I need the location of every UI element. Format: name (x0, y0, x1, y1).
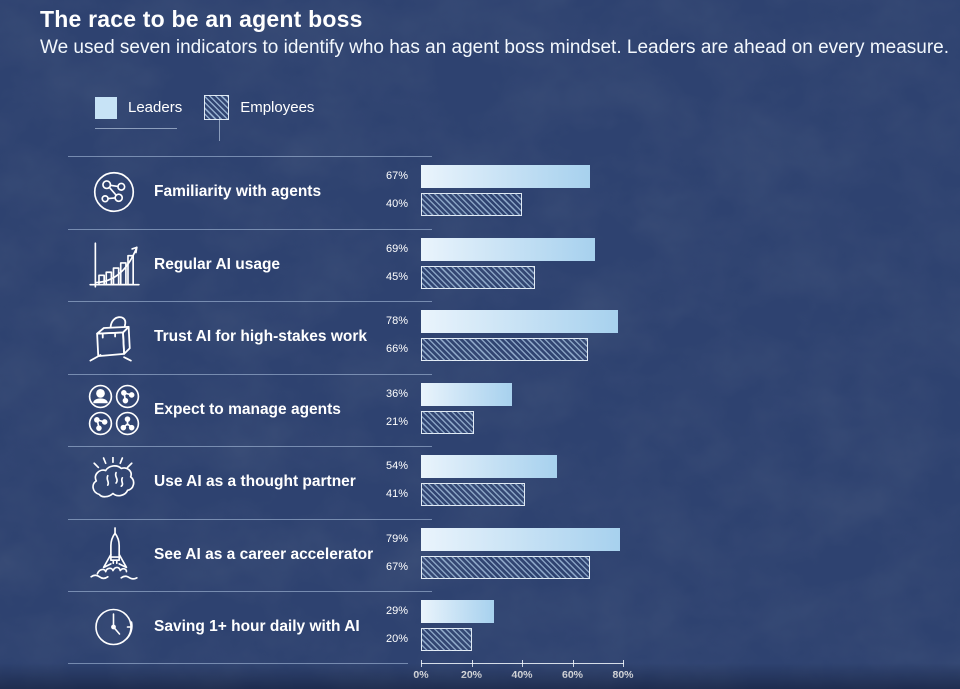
indicator-label: Expect to manage agents (154, 400, 341, 418)
legend: Leaders Employees (95, 95, 314, 120)
indicator-label: Saving 1+ hour daily with AI (154, 618, 360, 636)
leaders-value: 36% (385, 387, 408, 400)
page-subtitle: We used seven indicators to identify who… (40, 37, 950, 58)
leaders-legend-label: Leaders (128, 99, 183, 116)
network-agents-icon (84, 160, 144, 224)
axis-tick-label: 60% (561, 669, 583, 681)
indicator-rows: Familiarity with agents 67% 40% (0, 156, 960, 664)
axis-tick-label: 80% (612, 669, 634, 681)
indicator-row-manage-agents: Expect to manage agents 36% 21% (0, 373, 960, 447)
leaders-value: 29% (385, 605, 408, 617)
indicator-row-career-accelerator: See AI as a career accelerator 79% 67% (0, 518, 960, 592)
clock-icon (84, 595, 144, 659)
leaders-bar (421, 310, 618, 333)
employees-swatch (204, 95, 230, 120)
leaders-value: 67% (385, 170, 408, 182)
axis-tick (623, 660, 624, 667)
employees-value: 41% (385, 488, 408, 500)
row-divider (68, 301, 432, 302)
row-divider (68, 228, 432, 230)
axis-tick (522, 660, 523, 667)
x-axis: 0% 20% 40% 60% 80% (0, 660, 960, 689)
indicator-row-thought-partner: Use AI as a thought partner 54% 41% (0, 446, 960, 519)
axis-tick (572, 660, 574, 667)
indicator-row-ai-usage: Regular AI usage 69% 45% (0, 228, 960, 302)
employees-value: 21% (385, 415, 408, 428)
leaders-bar (421, 600, 495, 623)
row-divider (68, 446, 432, 447)
leaders-bar (421, 237, 596, 261)
axis-tick (421, 660, 422, 667)
axis-tick-label: 20% (460, 669, 482, 681)
employees-bar (421, 265, 535, 289)
leaders-value: 69% (385, 242, 408, 255)
rocket-icon (84, 523, 144, 587)
axis-tick-label: 0% (413, 669, 429, 681)
indicator-label: Use AI as a thought partner (154, 473, 356, 491)
employees-value: 20% (385, 633, 408, 645)
leaders-bar (421, 382, 512, 406)
leaders-value: 78% (385, 315, 408, 327)
growth-chart-icon (84, 233, 144, 297)
indicator-row-time-saving: Saving 1+ hour daily with AI 29% 20% (0, 591, 960, 664)
page-title: The race to be an agent boss (40, 6, 363, 32)
employees-bar (421, 338, 588, 361)
legend-tick-line (219, 117, 220, 141)
indicator-label: See AI as a career accelerator (154, 545, 374, 563)
indicator-label: Familiarity with agents (154, 183, 322, 201)
bottom-divider (68, 663, 408, 664)
open-lock-icon (84, 305, 144, 369)
employees-bar (421, 628, 472, 651)
employees-bar (421, 193, 522, 216)
employees-bar (421, 483, 525, 506)
leaders-bar (421, 165, 591, 188)
leaders-bar (421, 455, 558, 478)
indicator-row-trust: Trust AI for high-stakes work 78% 66% (0, 301, 960, 374)
employees-legend-label: Employees (240, 99, 315, 116)
employees-value: 45% (385, 270, 408, 283)
axis-tick (471, 660, 473, 667)
leaders-value: 79% (385, 532, 408, 545)
employees-bar (421, 555, 591, 579)
indicator-row-familiarity: Familiarity with agents 67% 40% (0, 156, 960, 229)
row-divider (68, 518, 432, 520)
row-divider (68, 156, 432, 157)
employees-value: 66% (385, 343, 408, 355)
leaders-bar (421, 527, 621, 551)
employees-bar (421, 410, 475, 434)
legend-underline (95, 128, 177, 129)
leaders-value: 54% (385, 460, 408, 472)
row-divider (68, 591, 432, 592)
manage-agents-icon (84, 378, 144, 442)
brain-icon (84, 450, 144, 514)
leaders-swatch (95, 96, 117, 119)
axis-tick-label: 40% (511, 669, 533, 681)
employees-value: 67% (385, 560, 408, 573)
indicator-label: Trust AI for high-stakes work (154, 328, 368, 346)
row-divider (68, 373, 432, 375)
employees-value: 40% (385, 198, 408, 210)
indicator-label: Regular AI usage (154, 255, 281, 273)
